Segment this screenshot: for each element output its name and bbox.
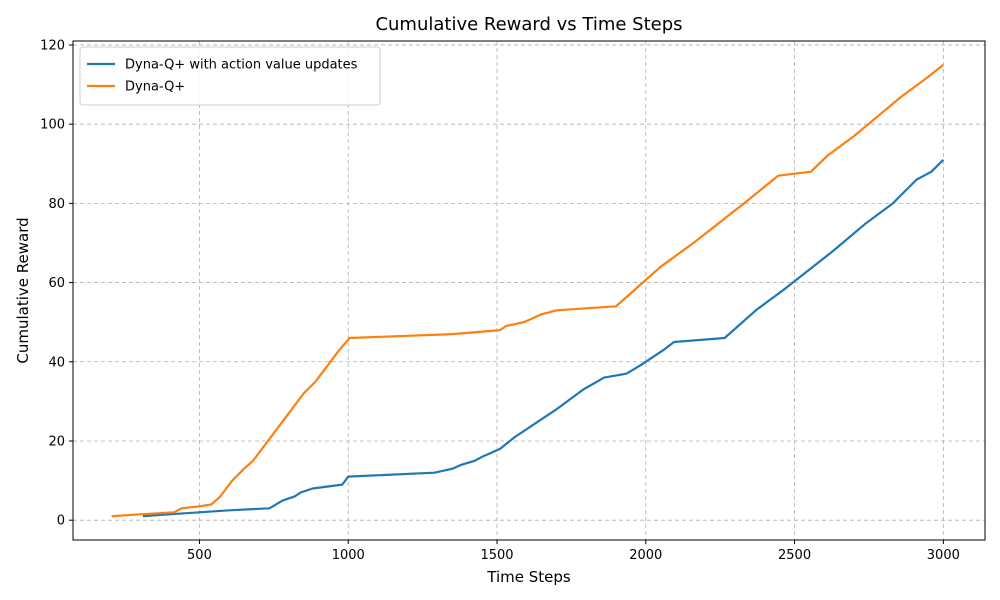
y-tick-label: 20 bbox=[48, 434, 65, 449]
y-axis-label: Cumulative Reward bbox=[14, 217, 32, 363]
grid bbox=[73, 41, 985, 540]
series-line-2 bbox=[111, 63, 944, 518]
plot-frame bbox=[72, 40, 986, 541]
x-tick-label: 1000 bbox=[332, 548, 365, 563]
x-tick-label: 2500 bbox=[778, 548, 811, 563]
y-tick-label: 120 bbox=[40, 38, 65, 53]
series-group bbox=[111, 63, 945, 518]
y-tick-label: 100 bbox=[40, 118, 65, 133]
x-tick-label: 1500 bbox=[480, 548, 513, 563]
legend-box bbox=[79, 46, 381, 106]
plot-area bbox=[73, 41, 985, 540]
x-tick-label: 500 bbox=[187, 548, 212, 563]
x-tick-label: 3000 bbox=[927, 548, 960, 563]
legend: Dyna-Q+ with action value updates Dyna-Q+ bbox=[79, 46, 381, 106]
legend-label-2: Dyna-Q+ bbox=[125, 80, 185, 95]
y-tick-label: 0 bbox=[57, 514, 65, 529]
y-tick-label: 80 bbox=[48, 197, 65, 212]
y-tick-label: 40 bbox=[48, 355, 65, 370]
series-line-1 bbox=[142, 159, 945, 518]
legend-label-1: Dyna-Q+ with action value updates bbox=[125, 58, 358, 73]
ticks: 500 1000 1500 2000 2500 3000 0 20 40 60 80 100 120 bbox=[40, 38, 960, 563]
chart-title: Cumulative Reward vs Time Steps bbox=[375, 14, 682, 35]
x-axis-label: Time Steps bbox=[486, 568, 571, 586]
x-tick-label: 2000 bbox=[629, 548, 662, 563]
y-tick-label: 60 bbox=[48, 276, 65, 291]
